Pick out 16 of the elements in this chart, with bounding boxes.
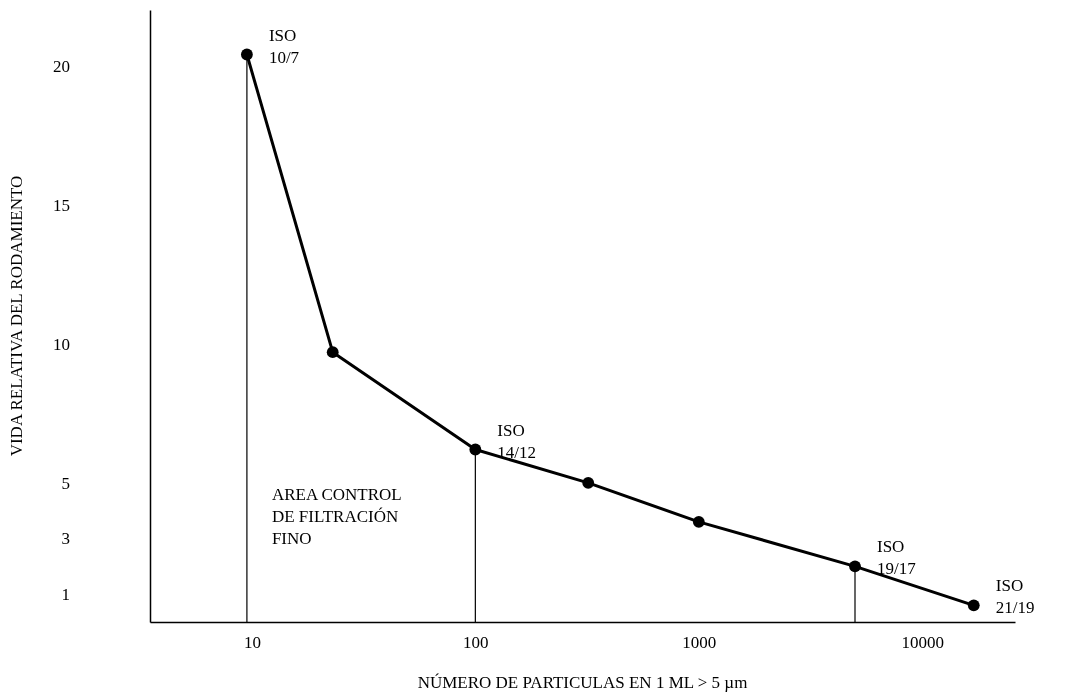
y-tick-label: 5 xyxy=(61,473,70,493)
x-tick-label: 1000 xyxy=(682,633,717,653)
annotation: AREA CONTROL DE FILTRACIÓN FINO xyxy=(271,484,402,548)
x-tick-label: 10 xyxy=(243,633,261,653)
x-tick-label: 10000 xyxy=(901,633,945,653)
y-tick-label: 10 xyxy=(53,334,70,354)
y-axis-title: VIDA RELATIVA DEL RODAMIENTO xyxy=(7,175,26,457)
y-tick-label: 20 xyxy=(53,56,70,76)
annotation: ISO 21/19 xyxy=(995,576,1035,618)
y-tick-label: 3 xyxy=(61,529,70,549)
y-tick-label: 15 xyxy=(53,195,70,215)
annotation: ISO 10/7 xyxy=(268,25,300,67)
annotation: ISO 19/17 xyxy=(877,537,917,579)
x-tick-label: 100 xyxy=(463,633,489,653)
x-axis-title: NÚMERO DE PARTICULAS EN 1 ML > 5 µm xyxy=(417,673,748,692)
y-tick-label: 1 xyxy=(61,585,70,605)
